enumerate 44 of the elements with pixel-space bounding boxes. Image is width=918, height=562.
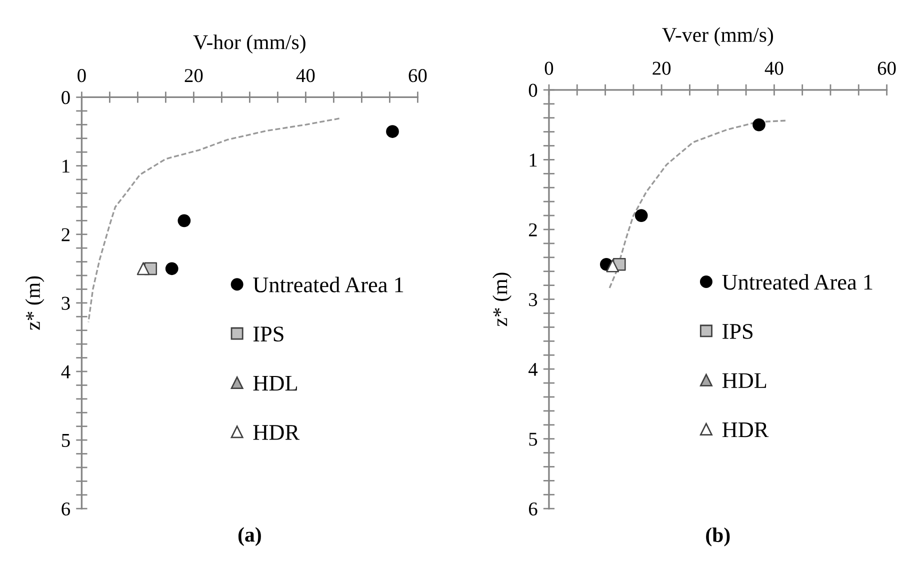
legend-label: HDR — [722, 422, 769, 438]
y-tick-label: 6 — [62, 502, 70, 516]
y-tick-label: 0 — [528, 84, 538, 97]
y-tick-label: 0 — [62, 91, 70, 104]
y-tick-label: 2 — [62, 228, 70, 242]
x-tick-label: 20 — [184, 69, 203, 82]
y-tick-label: 3 — [529, 293, 538, 306]
y-tick-label: 5 — [529, 432, 538, 446]
x-tick-label: 20 — [652, 62, 671, 75]
point — [165, 262, 178, 276]
legend-label: IPS — [253, 326, 284, 342]
legend-label: IPS — [722, 324, 752, 339]
y-tick-label: 1 — [62, 160, 70, 173]
legend-label: Untreated Area 1 — [722, 274, 872, 290]
point — [634, 209, 648, 222]
text: (a) — [238, 527, 261, 546]
x-tick-label: 40 — [764, 62, 784, 75]
legend-label: HDL — [253, 376, 297, 391]
y-tick-label: 2 — [528, 223, 537, 236]
y-tick-label: 4 — [528, 362, 538, 376]
legend-label: Untreated Area 1 — [253, 276, 404, 292]
x-axis-title: V-hor (mm/s) — [193, 34, 306, 54]
point — [178, 214, 191, 228]
x-tick-label: 60 — [408, 69, 427, 82]
legend-label: HDR — [253, 425, 300, 440]
legend-label: HDL — [722, 373, 766, 388]
x-tick-label: 60 — [878, 62, 896, 75]
line-series — [88, 118, 340, 323]
y-tick-label: 1 — [530, 154, 537, 166]
y-tick-label: 4 — [61, 365, 70, 378]
point — [136, 262, 150, 276]
y-axis-title: z* (m) — [492, 272, 512, 326]
x-tick-label: 40 — [296, 69, 315, 82]
x-tick-label: 0 — [544, 62, 554, 75]
x-tick-label: 0 — [78, 69, 86, 82]
y-axis-title: z* (m) — [25, 276, 44, 330]
y-tick-label: 5 — [62, 434, 70, 447]
point — [606, 259, 620, 272]
point — [752, 118, 766, 132]
text: (b) — [706, 527, 730, 546]
y-tick-label: 3 — [62, 296, 70, 310]
y-tick-label: 6 — [528, 502, 538, 516]
x-axis-title: V-ver (mm/s) — [662, 27, 773, 46]
point — [386, 125, 399, 138]
